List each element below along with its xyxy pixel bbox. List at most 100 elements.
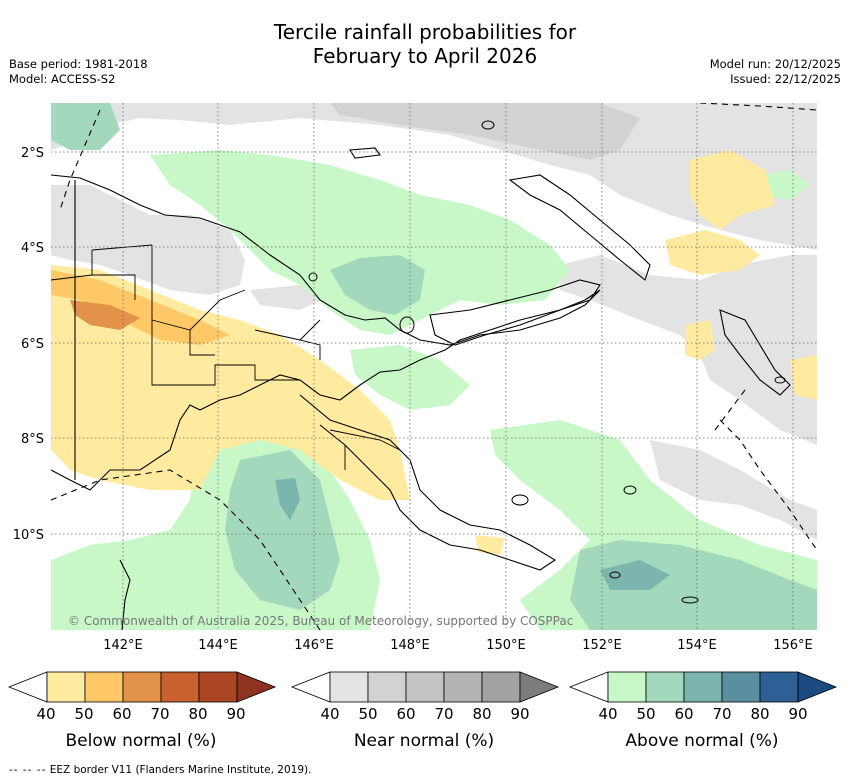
eez-border-southeast: [719, 419, 817, 551]
lat-label: 2°S: [21, 146, 44, 161]
map-title: Tercile rainfall probabilities for Febru…: [0, 20, 850, 68]
meta-right: Model run: 20/12/2025 Issued: 22/12/2025: [710, 57, 841, 87]
lon-label: 152°E: [582, 638, 622, 653]
near-tick: 70: [434, 705, 454, 723]
below-tick: 60: [112, 705, 132, 723]
colorbar-segment: [160, 671, 200, 703]
above-normal-region-north: [150, 150, 570, 335]
above-normal-label: Above normal (%): [625, 731, 779, 751]
above-tick: 80: [750, 705, 770, 723]
coastlines: [51, 147, 791, 630]
lat-labels: 2°S 4°S 6°S 8°S 10°S: [13, 146, 44, 543]
near-tick: 60: [396, 705, 416, 723]
manus-coast: [349, 147, 381, 159]
colorbar-segment: [683, 671, 723, 703]
near-normal-region-southeast: [650, 440, 817, 540]
below-normal-region-east-c: [685, 320, 715, 360]
footer-note: -- -- -- EEZ border V11 (Flanders Marine…: [9, 764, 311, 776]
island: [308, 272, 318, 282]
lon-label: 142°E: [103, 638, 143, 653]
colorbar-segment: [329, 671, 369, 703]
below-normal-region-east-a: [690, 150, 775, 230]
above-tick: 60: [674, 705, 694, 723]
issued-date: Issued: 22/12/2025: [730, 72, 841, 86]
lat-label: 6°S: [21, 337, 44, 352]
near-normal-region-east: [560, 255, 817, 445]
meta-left: Base period: 1981-2018 Model: ACCESS-S2: [9, 57, 148, 87]
near-normal-region-west: [51, 185, 245, 295]
island: [609, 571, 621, 579]
below-normal-region-east-d: [790, 355, 817, 400]
bougainville-coast: [719, 309, 791, 396]
below-normal-region-east-b: [665, 230, 760, 275]
new-britain-coast: [429, 279, 601, 346]
colorbar-low-arrow: [290, 671, 331, 703]
new-guinea-coast: [51, 174, 601, 491]
provincial-borders: [51, 244, 401, 470]
map-frame: © Commonwealth of Australia 2025, Bureau…: [51, 103, 817, 630]
eez-borders: [51, 103, 817, 630]
copyright-notice: © Commonwealth of Australia 2025, Bureau…: [68, 614, 573, 628]
above-tick: 70: [712, 705, 732, 723]
lon-label: 148°E: [390, 638, 430, 653]
lon-label: 146°E: [294, 638, 334, 653]
island: [681, 596, 699, 604]
above-tick: 90: [788, 705, 808, 723]
island: [399, 316, 415, 334]
above-normal-core-south: [225, 450, 340, 610]
above-normal-core-north: [330, 255, 425, 315]
above-tick: 50: [636, 705, 656, 723]
colorbar-low-arrow: [7, 671, 48, 703]
below-tick: 80: [188, 705, 208, 723]
colorbar-segment: [84, 671, 124, 703]
title-line-2: February to April 2026: [312, 44, 538, 68]
island: [774, 376, 786, 384]
near-normal-core-north: [330, 103, 640, 160]
colorbar-segment: [759, 671, 799, 703]
colorbar-segment: [46, 671, 86, 703]
colorbar-segment: [721, 671, 761, 703]
below-tick: 40: [36, 705, 56, 723]
below-normal-label: Below normal (%): [65, 731, 217, 751]
lat-label: 10°S: [13, 528, 44, 543]
eez-dash-symbol: -- -- --: [9, 764, 47, 776]
above-normal-deep-solomon: [600, 560, 670, 590]
colorbar-segment: [645, 671, 685, 703]
below-tick: 50: [74, 705, 94, 723]
lon-label: 154°E: [677, 638, 717, 653]
model-run: Model run: 20/12/2025: [709, 57, 841, 71]
colorbar-segment: [367, 671, 407, 703]
below-normal-core-west: [51, 270, 230, 345]
below-tick: 90: [226, 705, 246, 723]
above-normal-deep-south: [275, 478, 300, 520]
lon-label: 156°E: [773, 638, 813, 653]
island: [623, 485, 637, 495]
eez-border-northwest: [59, 109, 101, 211]
lat-label: 4°S: [21, 241, 44, 256]
colorbar-segment: [405, 671, 445, 703]
title-line-1: Tercile rainfall probabilities for: [273, 20, 577, 44]
eez-border-south: [51, 469, 321, 630]
eez-border-north: [699, 103, 817, 111]
near-normal-label: Near normal (%): [353, 731, 495, 751]
near-tick: 50: [358, 705, 378, 723]
eez-border-solomon: [714, 389, 746, 431]
colorbars: [7, 671, 838, 703]
model-name: Model: ACCESS-S2: [9, 72, 116, 86]
colorbar-segment: [481, 671, 521, 703]
colorbar-segment: [198, 671, 238, 703]
colorbar-high-arrow: [519, 671, 560, 703]
colorbar-segment: [122, 671, 162, 703]
below-normal-region-south-small: [475, 535, 505, 555]
colorbar-segment: [607, 671, 647, 703]
below-normal-deep-west: [70, 300, 140, 330]
lon-labels: 142°E 144°E 146°E 148°E 150°E 152°E 154°…: [103, 638, 813, 653]
new-ireland-coast: [508, 174, 651, 281]
colorbar-segment: [443, 671, 483, 703]
colorbar-high-arrow: [797, 671, 838, 703]
above-normal-region-east-small: [760, 170, 810, 200]
lat-label: 8°S: [21, 432, 44, 447]
island: [511, 494, 529, 506]
near-tick: 80: [472, 705, 492, 723]
